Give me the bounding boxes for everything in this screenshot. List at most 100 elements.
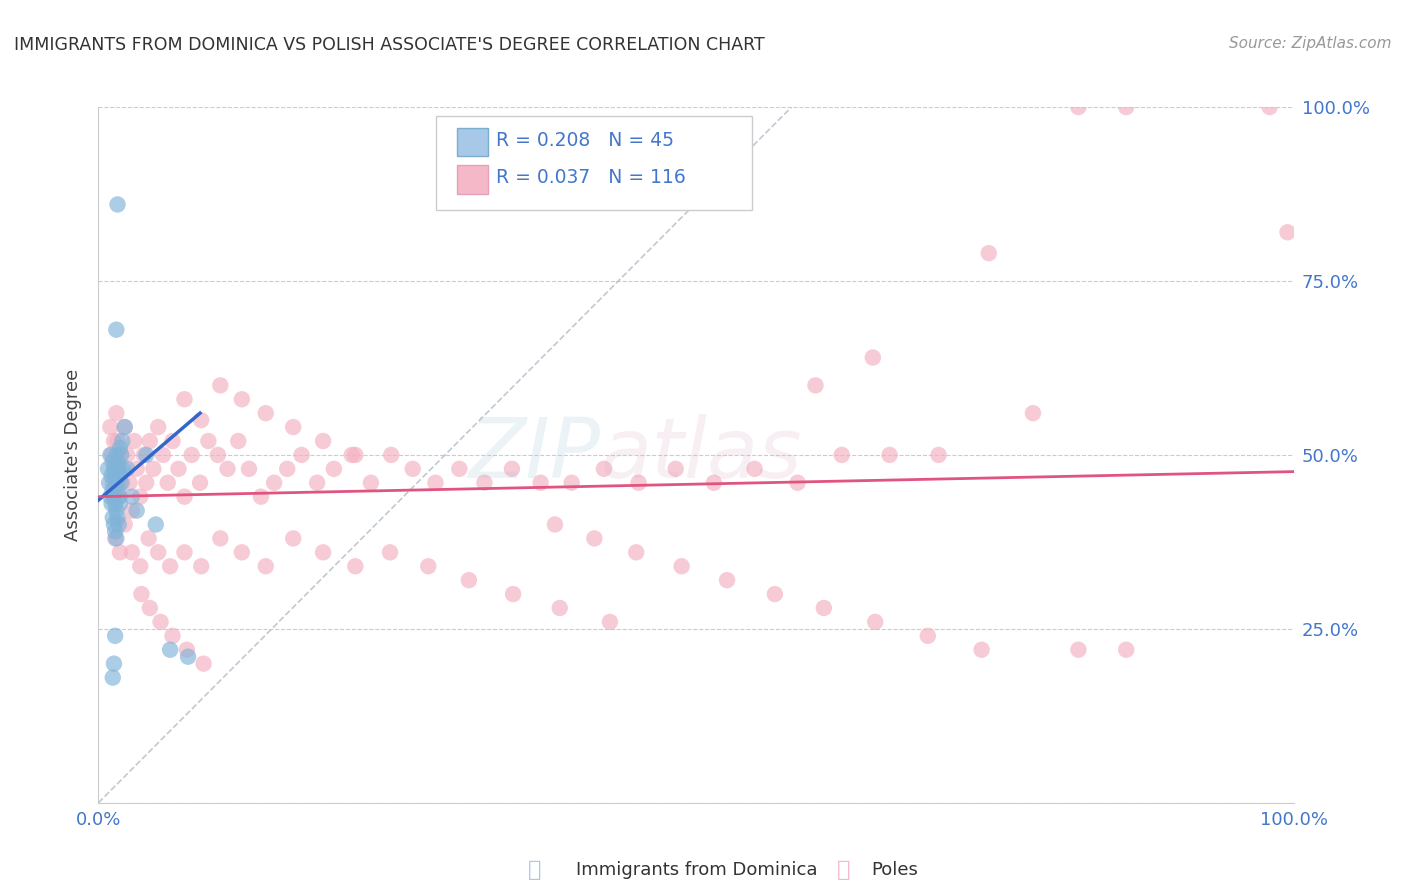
Y-axis label: Associate's Degree: Associate's Degree (65, 368, 83, 541)
Point (312, 545, 335, 559)
Point (193, 657, 215, 671)
Point (425, 475, 447, 490)
Point (118, 475, 141, 490)
Point (291, 448, 314, 462)
Point (1277, 225, 1299, 239)
Point (138, 532, 160, 546)
Point (744, 462, 766, 476)
Point (121, 503, 143, 517)
Point (501, 462, 523, 476)
Point (111, 462, 134, 476)
Point (101, 483, 124, 497)
Point (142, 462, 165, 476)
Point (135, 475, 157, 490)
Point (149, 615, 172, 629)
Point (105, 503, 128, 517)
Point (107, 197, 129, 211)
Point (1067, 100, 1090, 114)
Point (276, 462, 298, 476)
Point (132, 448, 155, 462)
Point (121, 545, 143, 559)
Point (197, 434, 219, 448)
Point (190, 413, 212, 427)
Point (108, 490, 131, 504)
Text: IMMIGRANTS FROM DOMINICA VS POLISH ASSOCIATE'S DEGREE CORRELATION CHART: IMMIGRANTS FROM DOMINICA VS POLISH ASSOC… (14, 36, 765, 54)
Point (207, 448, 229, 462)
Point (108, 497, 131, 511)
Text: Immigrants from Dominica: Immigrants from Dominica (576, 861, 818, 879)
Point (716, 573, 738, 587)
Point (139, 434, 162, 448)
Point (124, 434, 146, 448)
Point (418, 559, 440, 574)
Point (103, 517, 125, 532)
Point (1258, 100, 1281, 114)
Point (238, 462, 260, 476)
Point (107, 517, 129, 532)
Point (530, 475, 553, 490)
Point (380, 448, 402, 462)
Point (162, 434, 184, 448)
Point (108, 545, 131, 559)
Point (1067, 642, 1090, 657)
Point (458, 573, 481, 587)
Text: ZIP: ZIP (468, 415, 600, 495)
Point (107, 483, 129, 497)
Point (107, 455, 129, 469)
Point (173, 490, 195, 504)
Point (98, 475, 121, 490)
Point (101, 455, 124, 469)
Point (111, 475, 134, 490)
Point (813, 601, 835, 615)
Point (104, 629, 127, 643)
Point (104, 468, 127, 483)
Point (103, 490, 125, 504)
Point (139, 601, 162, 615)
Point (108, 468, 131, 483)
Point (104, 462, 127, 476)
Point (101, 475, 124, 490)
Point (100, 497, 122, 511)
Point (378, 545, 401, 559)
Point (105, 475, 128, 490)
Point (156, 475, 179, 490)
Point (177, 649, 200, 664)
Point (173, 545, 195, 559)
Point (254, 406, 277, 420)
Point (831, 448, 853, 462)
Point (101, 671, 124, 685)
Point (100, 468, 122, 483)
Point (115, 462, 138, 476)
Point (344, 559, 367, 574)
Point (1115, 100, 1137, 114)
Point (209, 378, 232, 392)
Point (627, 475, 650, 490)
Point (103, 434, 125, 448)
Point (977, 246, 1000, 260)
Point (107, 462, 129, 476)
Point (804, 378, 827, 392)
Point (671, 559, 693, 574)
Point (254, 559, 277, 574)
Point (763, 587, 786, 601)
Point (107, 510, 129, 524)
Point (98, 490, 122, 504)
Point (114, 420, 136, 434)
Point (129, 559, 152, 574)
Point (98, 448, 122, 462)
Point (125, 503, 148, 517)
Point (114, 420, 136, 434)
Point (105, 323, 128, 337)
Point (115, 448, 138, 462)
Point (107, 462, 129, 476)
Point (162, 629, 184, 643)
Point (879, 448, 901, 462)
Point (159, 642, 181, 657)
Point (1115, 642, 1137, 657)
Point (105, 448, 128, 462)
Point (100, 448, 122, 462)
Point (665, 462, 688, 476)
Text: ⬜: ⬜ (527, 860, 541, 880)
Point (107, 434, 129, 448)
Point (104, 524, 127, 539)
